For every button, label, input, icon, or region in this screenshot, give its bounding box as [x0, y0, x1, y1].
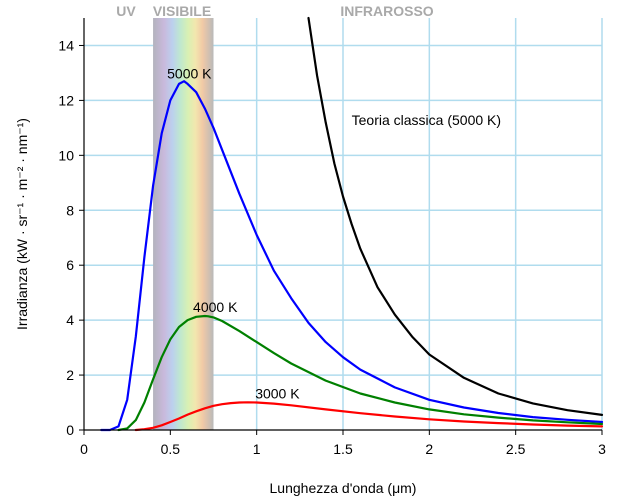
curve-label: 4000 K	[193, 299, 238, 315]
y-tick-label: 6	[66, 257, 74, 273]
x-axis-label: Lunghezza d'onda (μm)	[270, 480, 417, 496]
x-tick-label: 3	[598, 441, 606, 457]
spectrum-region-labels: UV VISIBILE INFRAROSSO	[116, 3, 434, 19]
series-line-5000-k	[100, 80, 604, 432]
y-tick-label: 4	[66, 312, 74, 328]
y-axis-label: Irradianza (kW · sr⁻¹ · m⁻² · nm⁻¹)	[14, 118, 30, 330]
curve-label: Teoria classica (5000 K)	[352, 112, 501, 128]
y-tick-label: 8	[66, 202, 74, 218]
curve-label: 5000 K	[167, 65, 212, 81]
series-line-4000-k	[117, 314, 604, 432]
x-tick-label: 1.5	[333, 441, 353, 457]
region-label-uv: UV	[116, 3, 136, 19]
series-line-3000-k	[134, 401, 604, 432]
x-tick-label: 0.5	[161, 441, 181, 457]
region-label-infrarosso: INFRAROSSO	[340, 3, 433, 19]
y-tick-label: 10	[58, 147, 74, 163]
curve-labels: 5000 K 4000 K 3000 K Teoria classica (5000 …	[167, 65, 501, 401]
y-tick-label: 2	[66, 367, 74, 383]
x-tick-label: 2.5	[506, 441, 526, 457]
curve-label: 3000 K	[255, 385, 300, 401]
x-axis-ticks: 0 0.5 1 1.5 2 2.5 3	[80, 430, 606, 457]
x-tick-label: 1	[253, 441, 261, 457]
x-tick-label: 2	[425, 441, 433, 457]
region-label-visibile: VISIBILE	[153, 3, 211, 19]
visible-spectrum-band	[153, 18, 214, 430]
series-line-teoria-classica-5000-k	[307, 16, 604, 416]
x-tick-label: 0	[80, 441, 88, 457]
y-tick-label: 0	[66, 422, 74, 438]
y-tick-label: 14	[58, 37, 74, 53]
y-tick-label: 12	[58, 92, 74, 108]
y-axis-ticks: 0 2 4 6 8 10 12 14	[58, 37, 84, 438]
series-layer	[100, 16, 604, 432]
